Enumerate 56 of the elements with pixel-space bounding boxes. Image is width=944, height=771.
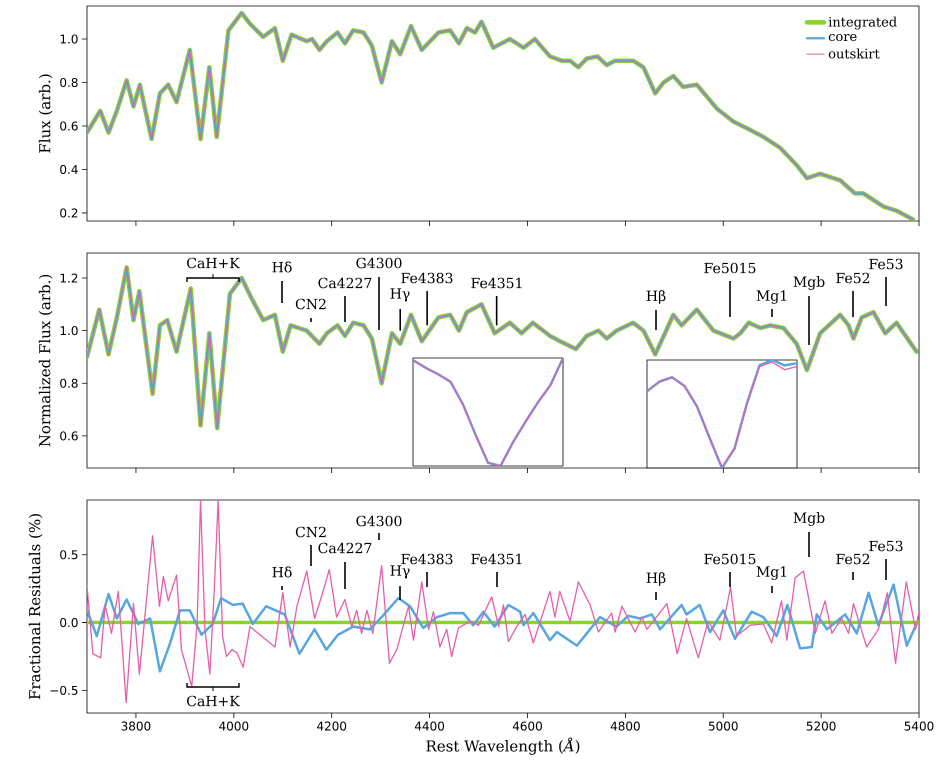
y-tick-label: −0.5 xyxy=(50,686,78,695)
annotation: Fe52 xyxy=(836,272,870,284)
x-axis-title: Rest Wavelength (Å) xyxy=(426,737,580,755)
annotation: Fe53 xyxy=(869,258,903,270)
x-tick-label: 4000 xyxy=(219,722,248,731)
x-tick-label: 5000 xyxy=(708,722,738,731)
annotation: Fe53 xyxy=(869,540,903,552)
y-tick-label: 0.2 xyxy=(60,208,78,218)
legend-label: core xyxy=(828,34,857,42)
x-tick-label: 3800 xyxy=(122,722,150,731)
annotation: Hγ xyxy=(390,565,410,579)
y-tick-label: 0.4 xyxy=(60,164,78,174)
annotation: Fe4383 xyxy=(401,554,452,564)
annotation: Hβ xyxy=(646,290,666,304)
annotation: Ca4227 xyxy=(318,278,372,288)
annotation: Hδ xyxy=(272,262,292,272)
y-tick-label: 1.2 xyxy=(60,274,78,282)
x-tick-label: 5200 xyxy=(806,722,836,731)
annotation: G4300 xyxy=(356,258,402,268)
annotation: CN2 xyxy=(296,298,326,310)
x-tick-label: 4600 xyxy=(512,722,542,731)
x-tick-label: 4200 xyxy=(317,722,346,731)
annotation: Fe4351 xyxy=(471,554,522,564)
y-tick-label: 0.6 xyxy=(60,121,78,131)
annotation: Mg1 xyxy=(756,566,786,580)
y-axis-title: Normalized Flux (arb.) xyxy=(38,274,53,447)
annotation: Fe4383 xyxy=(401,272,452,284)
annotation: G4300 xyxy=(356,516,402,526)
y-axis-title: Fractional Residuals (%) xyxy=(28,514,42,700)
annotation: Hγ xyxy=(390,288,410,302)
annotation: Mgb xyxy=(794,512,824,526)
annotation: Fe5015 xyxy=(704,262,756,274)
annotation: Fe5015 xyxy=(704,554,756,564)
annotation: Mg1 xyxy=(756,290,786,304)
x-tick-label: 4800 xyxy=(610,722,640,731)
annotation: Fe4351 xyxy=(471,278,522,288)
annotation: Hβ xyxy=(646,572,666,586)
y-tick-label: 0.6 xyxy=(60,431,78,440)
annotation: CaH+K xyxy=(187,696,240,706)
y-tick-label: 0.8 xyxy=(60,78,78,88)
y-axis-title: Flux (arb.) xyxy=(38,74,53,153)
x-tick-label: 4400 xyxy=(414,722,444,731)
y-tick-label: 0.5 xyxy=(60,550,78,560)
y-tick-label: 0.8 xyxy=(60,378,78,388)
annotation: CaH+K xyxy=(187,258,240,268)
legend-label: integrated xyxy=(828,16,897,30)
annotation: Fe52 xyxy=(836,554,870,564)
annotation: Mgb xyxy=(794,276,824,290)
y-tick-label: 1.0 xyxy=(60,34,78,44)
legend-label: outskirt xyxy=(828,48,880,59)
annotation: CN2 xyxy=(296,526,326,538)
annotation: Hδ xyxy=(272,566,292,578)
y-tick-label: 1.0 xyxy=(60,326,78,336)
annotation: Ca4227 xyxy=(318,542,372,554)
x-tick-label: 5400 xyxy=(904,722,934,731)
y-tick-label: 0.0 xyxy=(60,618,78,628)
